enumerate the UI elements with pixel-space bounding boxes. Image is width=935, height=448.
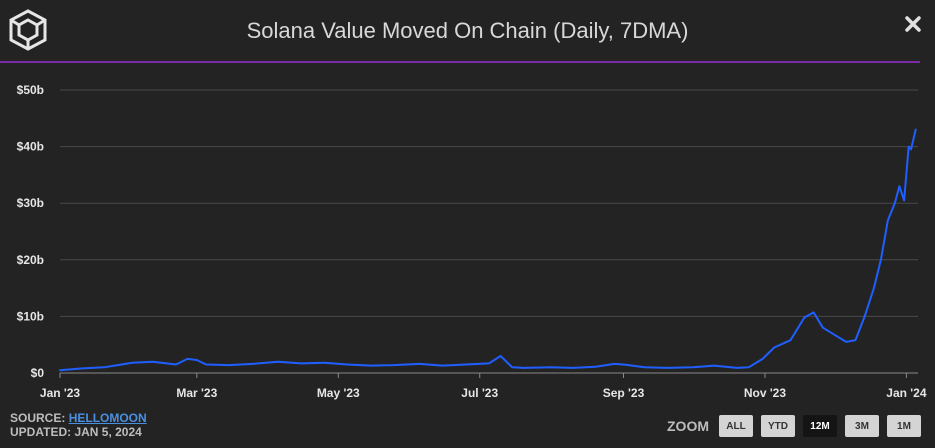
x-tick-label: Jul '23	[461, 386, 498, 400]
the-block-logo-icon	[9, 9, 47, 51]
zoom-3m-button[interactable]: 3M	[845, 415, 879, 437]
y-tick-label: $10b	[17, 309, 44, 323]
chart-header: Solana Value Moved On Chain (Daily, 7DMA…	[0, 0, 935, 62]
chart-title: Solana Value Moved On Chain (Daily, 7DMA…	[246, 18, 689, 43]
line-chart: $0 $10b $20b $30b $40b $50b Jan '23 Mar '23 May …	[17, 83, 927, 400]
close-icon[interactable]	[903, 14, 923, 34]
y-tick-label: $30b	[17, 196, 44, 210]
y-tick-label: $40b	[17, 140, 44, 154]
y-tick-label: $50b	[17, 83, 44, 97]
source-label: SOURCE:	[10, 411, 66, 425]
zoom-ytd-button[interactable]: YTD	[761, 415, 795, 437]
x-tick-label: Mar '23	[176, 386, 217, 400]
zoom-1m-button[interactable]: 1M	[887, 415, 921, 437]
zoom-label: ZOOM	[667, 418, 709, 434]
x-tick-label: Sep '23	[603, 386, 645, 400]
source-info: SOURCE: HELLOMOON UPDATED: JAN 5, 2024	[10, 411, 147, 439]
updated-label: UPDATED: JAN 5, 2024	[10, 425, 142, 439]
x-tick-label: May '23	[317, 386, 360, 400]
zoom-all-button[interactable]: ALL	[719, 415, 753, 437]
x-tick-label: Jan '24	[886, 386, 927, 400]
y-tick-label: $0	[31, 366, 45, 380]
x-tick-label: Jan '23	[40, 386, 81, 400]
x-tick-label: Nov '23	[744, 386, 787, 400]
source-link[interactable]: HELLOMOON	[68, 411, 147, 425]
zoom-controls: ZOOM ALL YTD 12M 3M 1M	[667, 414, 921, 438]
y-tick-label: $20b	[17, 253, 44, 267]
header-divider	[0, 61, 920, 63]
zoom-12m-button[interactable]: 12M	[803, 415, 837, 437]
series-line	[59, 128, 917, 372]
